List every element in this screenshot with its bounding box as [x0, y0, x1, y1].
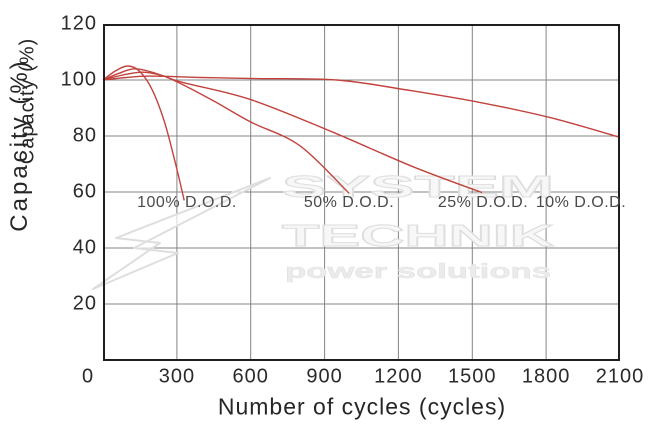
y-tick-label: 60: [72, 180, 97, 203]
dod-curve: [102, 75, 621, 139]
dod-curve: [102, 65, 185, 201]
dod-curves: [102, 65, 621, 201]
x-tick-label: 1800: [521, 365, 571, 388]
y-tick-label: 120: [60, 12, 97, 35]
x-tick-label: 900: [306, 365, 343, 388]
plot-border: [103, 24, 620, 361]
y-tick-label: 80: [72, 124, 97, 147]
x-axis-title: Number of cycles (cycles): [217, 393, 507, 420]
curve-label-10-dod: 10% D.O.D.: [535, 194, 627, 211]
dod-curve: [102, 71, 483, 194]
watermark: SYSTEM TECHNIK power solutions: [92, 169, 556, 290]
watermark-line1: SYSTEM: [282, 169, 554, 204]
y-axis-title-ghost: Capacity (%): [16, 37, 39, 165]
x-tick-label: 300: [158, 365, 196, 388]
watermark-line3: power solutions: [285, 261, 551, 283]
dod-curve: [102, 68, 350, 194]
y-tick-label: 20: [72, 292, 97, 315]
curve-label-50-dod: 50% D.O.D.: [303, 194, 395, 211]
y-tick-label: 40: [72, 236, 97, 259]
x-tick-label: 600: [232, 365, 269, 388]
watermark-logo-icon: [92, 177, 271, 290]
y-tick-label: 100: [60, 68, 97, 91]
x-tick-label: 2100: [595, 365, 645, 388]
curve-label-25-dod: 25% D.O.D.: [437, 194, 529, 211]
x-tick-label: 0: [81, 365, 95, 388]
x-tick-label: 1500: [448, 365, 497, 388]
watermark-line2: TECHNIK: [282, 218, 555, 253]
curve-label-100-dod: 100% D.O.D.: [137, 194, 237, 211]
x-tick-label: 1200: [374, 365, 423, 388]
